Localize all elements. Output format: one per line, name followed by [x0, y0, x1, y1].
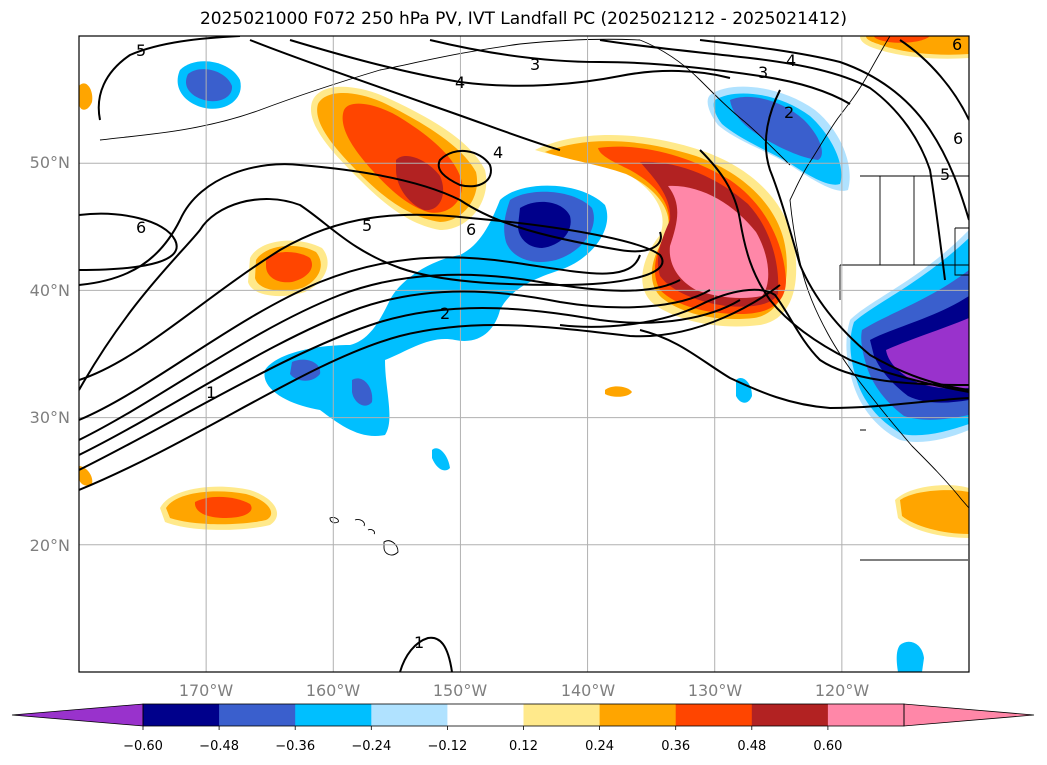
contour-label: 2: [440, 304, 450, 323]
colorbar-extend-high: [904, 704, 1034, 726]
contour-label: 3: [758, 63, 768, 82]
lon-label: 130°W: [688, 681, 743, 700]
contour-label: 6: [952, 35, 962, 54]
colorbar-label: 0.36: [661, 739, 690, 754]
colorbar-label: 0.12: [509, 739, 538, 754]
lon-label: 170°W: [179, 681, 234, 700]
colorbar-label: 0.24: [585, 739, 614, 754]
colorbar-swatch: [599, 704, 677, 726]
colorbar-label: 0.60: [813, 739, 842, 754]
colorbar-swatch: [827, 704, 905, 726]
colorbar-swatch: [371, 704, 448, 726]
lat-label: 40°N: [30, 281, 70, 300]
colorbar-swatch: [219, 704, 296, 726]
map-title: 2025021000 F072 250 hPa PV, IVT Landfall…: [199, 9, 847, 29]
colorbar-swatch: [447, 704, 524, 726]
colorbar-swatch: [295, 704, 372, 726]
colorbar-swatch: [143, 704, 220, 726]
colorbar-label: −0.12: [427, 739, 467, 754]
colorbar: −0.60 −0.48 −0.36 −0.24 −0.12 0.12 0.24 0.36 0.4…: [11, 703, 1035, 754]
lon-labels: 170°W 160°W 150°W 140°W 130°W 120°W: [179, 681, 870, 700]
lon-label: 160°W: [306, 681, 361, 700]
contour-label: 5: [362, 216, 372, 235]
colorbar-label: −0.48: [199, 739, 239, 754]
colorbar-label: 0.48: [737, 739, 766, 754]
contour-label: 1: [206, 383, 216, 402]
contour-label: 4: [493, 143, 503, 162]
contour-label: 6: [136, 218, 146, 237]
colorbar-label: −0.24: [351, 739, 391, 754]
contour-label: 3: [530, 55, 540, 74]
lon-label: 140°W: [561, 681, 616, 700]
lat-label: 30°N: [30, 408, 70, 427]
contour-label: 5: [940, 165, 950, 184]
contour-label: 6: [466, 220, 476, 239]
lat-labels: 50°N 40°N 30°N 20°N: [30, 153, 70, 555]
contour-label: 1: [414, 633, 424, 652]
colorbar-label: −0.36: [275, 739, 315, 754]
colorbar-swatch: [751, 704, 829, 726]
contour-label: 4: [455, 73, 465, 92]
lat-label: 20°N: [30, 536, 70, 555]
graticule: [79, 36, 969, 672]
colorbar-swatch: [523, 704, 601, 726]
colorbar-labels: −0.60 −0.48 −0.36 −0.24 −0.12 0.12 0.24 0.36 0.4…: [123, 726, 842, 754]
colorbar-extend-low: [12, 704, 143, 726]
lon-label: 150°W: [433, 681, 488, 700]
colorbar-label: −0.60: [123, 739, 163, 754]
map-area: 5 3 4 3 4 2 6 4 6 5 6 2 1 1 5 6: [79, 35, 969, 672]
lat-label: 50°N: [30, 153, 70, 172]
shading-layer: [79, 36, 969, 672]
colorbar-swatches: [12, 704, 1034, 726]
map-frame: [78, 35, 970, 673]
contour-labels: 5 3 4 3 4 2 6 4 6 5 6 2 1 1 5 6: [136, 35, 963, 652]
contour-label: 2: [784, 103, 794, 122]
contour-lines: [79, 36, 969, 672]
contour-label: 4: [786, 51, 796, 70]
colorbar-swatch: [675, 704, 753, 726]
lon-label: 120°W: [815, 681, 870, 700]
contour-label: 5: [136, 41, 146, 60]
contour-label: 6: [953, 129, 963, 148]
